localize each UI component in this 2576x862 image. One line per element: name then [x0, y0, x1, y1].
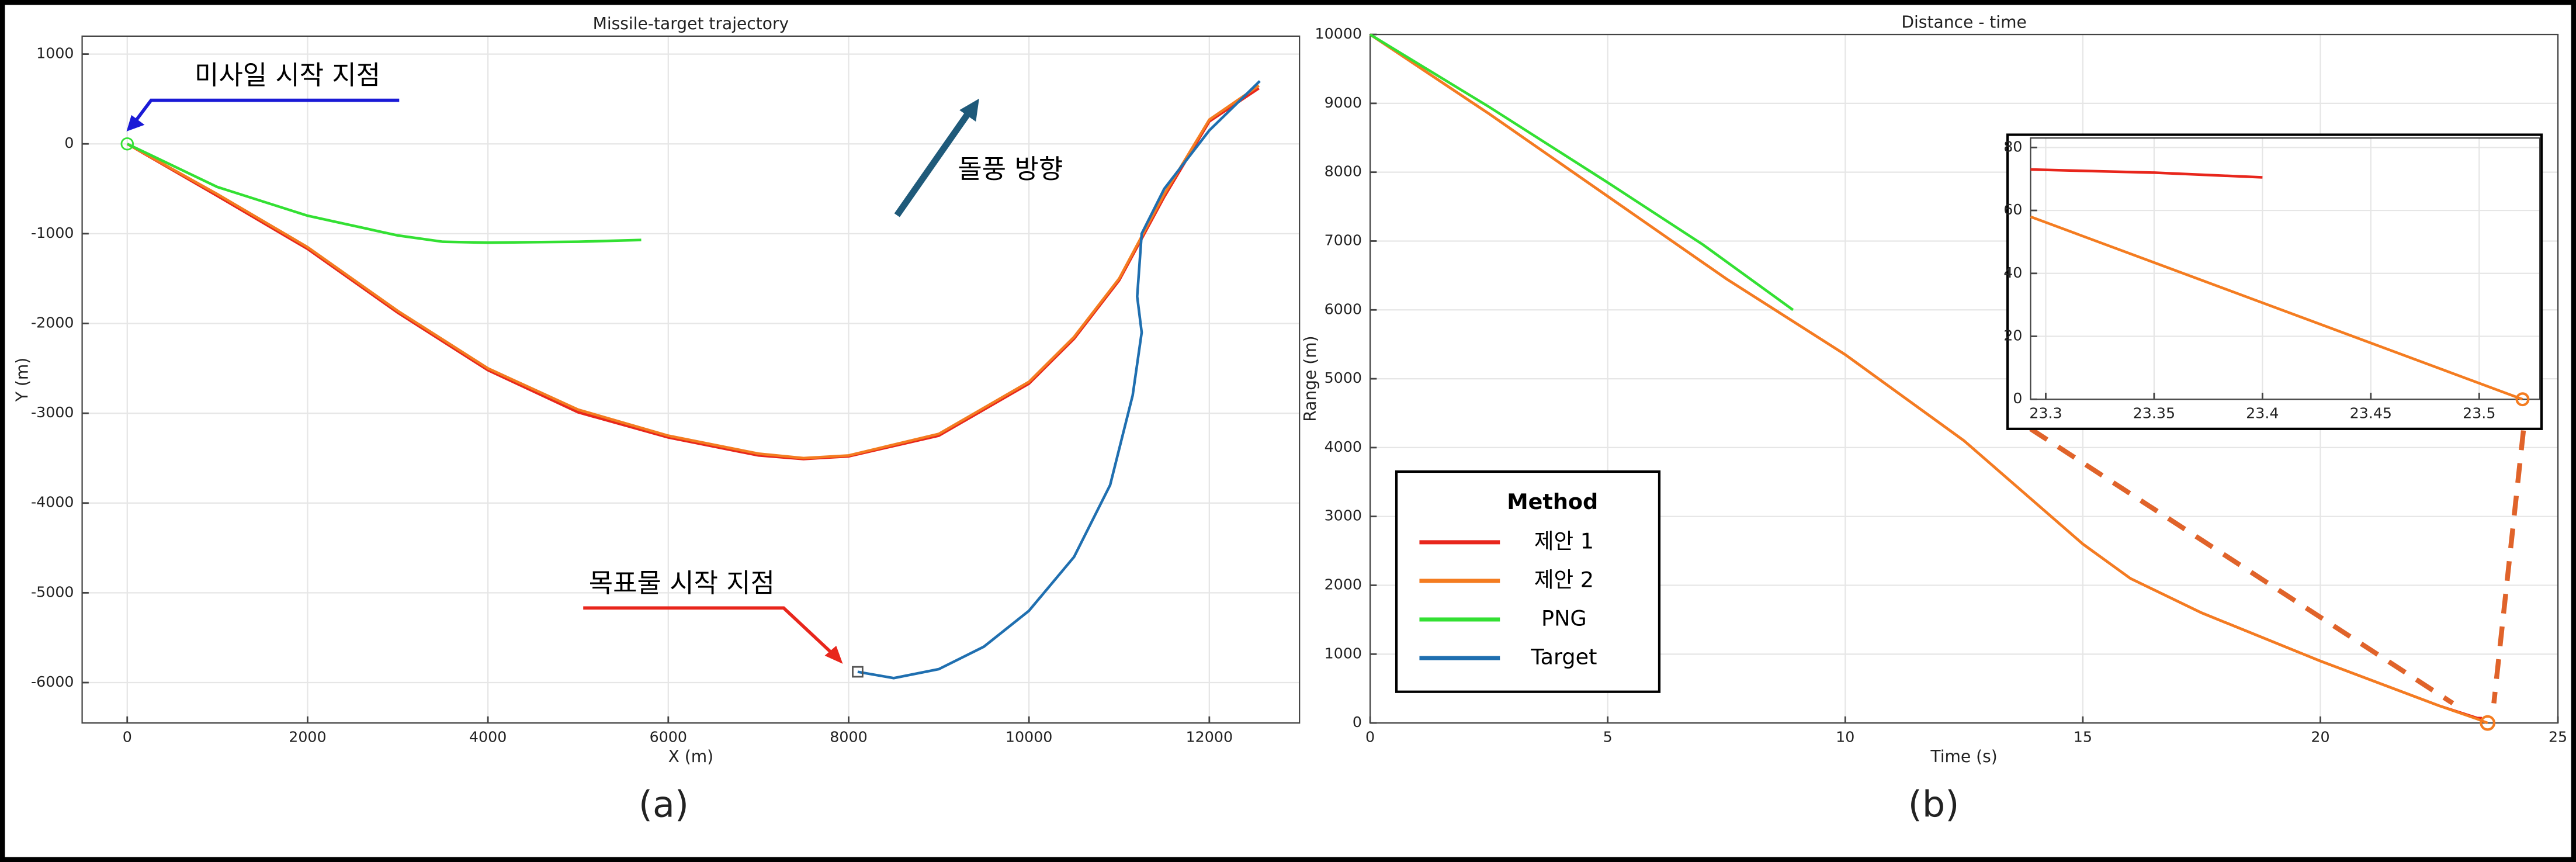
x-tick-label: 15 — [2074, 728, 2092, 745]
x-tick-label: 8000 — [830, 728, 867, 745]
end-marker — [2480, 715, 2496, 731]
y-tick-label: -5000 — [31, 583, 74, 600]
x-tick-label: 0 — [1365, 728, 1375, 745]
annotation-arrow — [130, 98, 400, 128]
series-line — [126, 143, 642, 244]
legend-label: 제안 1 — [1534, 528, 1594, 553]
y-tick-label: -2000 — [31, 314, 74, 331]
y-tick-label: -1000 — [31, 224, 74, 241]
x-tick-label: 2000 — [289, 728, 326, 745]
wind-arrow — [894, 109, 972, 217]
y-tick-label: 0 — [64, 134, 74, 151]
y-tick-label: 1000 — [36, 45, 74, 62]
y-tick-label: 80 — [2003, 138, 2022, 155]
x-axis-label: Time (s) — [1930, 747, 1997, 766]
axes-frame — [1369, 33, 2559, 724]
annotation-arrow — [583, 606, 836, 657]
y-tick-label: 7000 — [1325, 231, 1362, 248]
zoom-connector — [2029, 427, 2454, 705]
series-line — [2030, 168, 2263, 179]
y-tick-label: 6000 — [1325, 300, 1362, 317]
x-tick-label: 5 — [1603, 728, 1613, 745]
x-tick-label: 23.45 — [2350, 405, 2392, 422]
x-tick-label: 10000 — [1006, 728, 1052, 745]
y-tick-label: -3000 — [31, 404, 74, 421]
x-tick-label: 25 — [2549, 728, 2567, 745]
x-tick-label: 23.4 — [2246, 405, 2279, 422]
arrow-head — [959, 98, 979, 122]
x-axis-label: X (m) — [668, 747, 714, 766]
y-tick-label: 9000 — [1325, 94, 1362, 111]
zoom-connector — [2491, 430, 2526, 704]
x-tick-label: 23.35 — [2133, 405, 2175, 422]
y-tick-label: 0 — [1353, 714, 1362, 731]
x-tick-label: 10 — [1836, 728, 1854, 745]
arrow-head — [126, 115, 145, 131]
x-tick-label: 12000 — [1186, 728, 1233, 745]
plot-area — [82, 36, 1300, 723]
chart-title: Missile-target trajectory — [593, 14, 789, 33]
caption: (a) — [639, 784, 689, 826]
annotation: 미사일 시작 지점 — [195, 60, 380, 91]
y-axis-label: Y (m) — [12, 358, 32, 402]
x-tick-label: 6000 — [650, 728, 687, 745]
chart-title: Distance - time — [1901, 12, 2026, 32]
x-tick-label: 23.5 — [2463, 405, 2495, 422]
series-line — [2030, 215, 2523, 401]
axes-frame — [81, 35, 1301, 724]
x-tick-label: 20 — [2311, 728, 2329, 745]
end-marker — [2515, 392, 2530, 407]
inset: 23.3 23.35 23.4 23.45 23.5 0 20 40 60 80 — [2003, 133, 2543, 430]
y-tick-label: 1000 — [1325, 645, 1362, 662]
series-line — [857, 80, 1261, 680]
x-tick-label: 4000 — [469, 728, 507, 745]
y-tick-label: 20 — [2003, 327, 2022, 344]
plot-area — [2030, 138, 2540, 400]
y-tick-label: 4000 — [1325, 438, 1362, 455]
legend-label: 제안 2 — [1534, 567, 1594, 592]
y-tick-label: 8000 — [1325, 163, 1362, 180]
legend: Method 제안 1 제안 2 PNG Target — [1395, 470, 1661, 693]
y-tick-label: 2000 — [1325, 576, 1362, 593]
legend-label: PNG — [1541, 605, 1587, 631]
annotation: 목표물 시작 지점 — [589, 567, 775, 598]
annotation: 돌풍 방향 — [958, 153, 1063, 184]
y-tick-label: 3000 — [1325, 507, 1362, 524]
legend-label: Target — [1530, 645, 1597, 670]
y-tick-label: -4000 — [31, 494, 74, 511]
y-tick-label: 0 — [2013, 390, 2022, 407]
y-tick-label: -6000 — [31, 673, 74, 690]
y-tick-label: 10000 — [1315, 25, 1362, 42]
y-tick-label: 60 — [2003, 201, 2022, 218]
start-marker — [120, 137, 134, 151]
arrow-head — [824, 645, 843, 664]
series-line — [1369, 33, 1794, 311]
axes-frame — [2030, 137, 2541, 400]
y-tick-label: 40 — [2003, 264, 2022, 281]
x-tick-label: 23.3 — [2029, 405, 2062, 422]
y-tick-label: 5000 — [1325, 369, 1362, 386]
legend-title: Method — [1507, 489, 1598, 514]
y-axis-label: Range (m) — [1301, 335, 1320, 421]
series-line — [1369, 33, 2488, 725]
series-line — [126, 84, 1260, 460]
start-marker — [852, 666, 864, 678]
x-tick-label: 0 — [123, 728, 132, 745]
caption: (b) — [1908, 784, 1960, 826]
